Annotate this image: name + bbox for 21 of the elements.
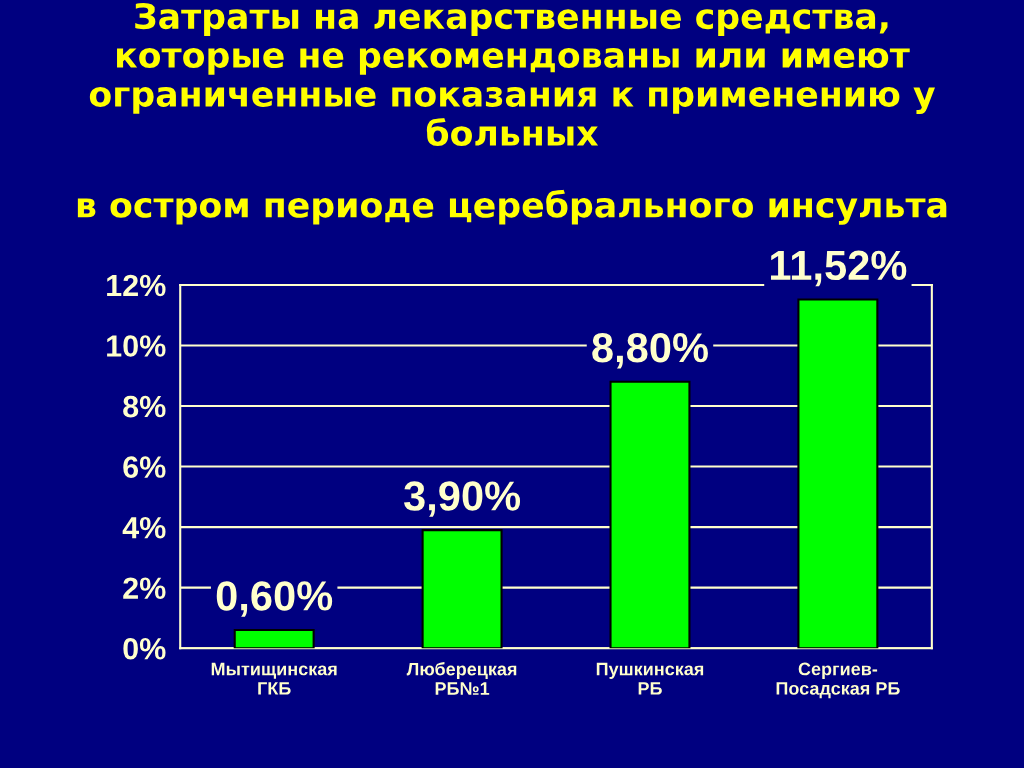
x-tick-label: Сергиев- Посадская РБ xyxy=(776,662,900,699)
y-tick-label: 2% xyxy=(123,577,166,599)
data-label: 11,52% xyxy=(771,250,907,287)
x-tick-label: Мытищинская ГКБ xyxy=(211,662,337,695)
y-tick-label: 8% xyxy=(123,395,166,418)
y-tick-label: 4% xyxy=(122,516,166,539)
chart-subtitle: в остром периоде церебрального инсульта xyxy=(77,189,947,225)
y-tick-label: 10% xyxy=(107,335,166,357)
data-label: 3,90% xyxy=(403,481,521,517)
y-tick-label: 0% xyxy=(123,637,166,660)
data-label: 8,80% xyxy=(592,332,708,369)
bar xyxy=(233,628,315,649)
bar xyxy=(609,380,691,649)
x-tick-label: Люберецкая РБ№1 xyxy=(406,662,517,695)
y-tick-label: 12% xyxy=(107,274,166,297)
x-tick-label: Пушкинская РБ xyxy=(596,662,704,695)
data-label: 0,60% xyxy=(216,581,333,617)
bar xyxy=(421,529,503,649)
chart-title: Затраты на лекарственные средства, которые не рекомендованы или имеют ограниченные показания к применению у больных xyxy=(89,2,935,147)
bar xyxy=(797,298,879,649)
y-tick-label: 6% xyxy=(123,456,166,478)
